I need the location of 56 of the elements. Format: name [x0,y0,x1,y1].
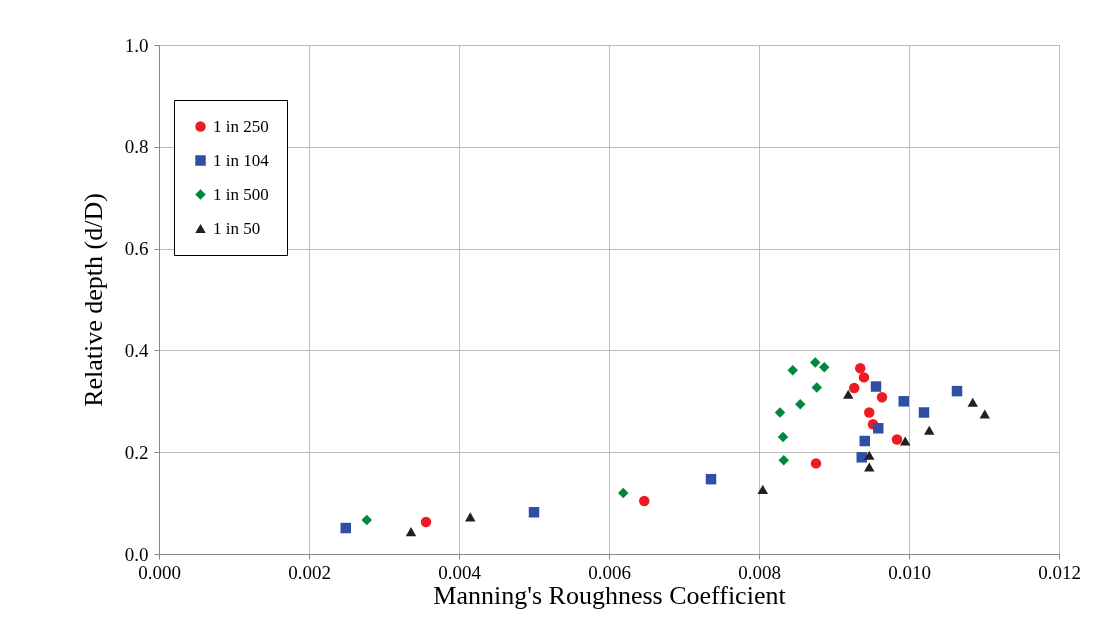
point [918,407,930,418]
x-tick-label: 0.002 [288,561,331,583]
point [864,462,875,472]
legend-label: 1 in 500 [213,184,269,204]
point [810,458,822,469]
legend-label: 1 in 50 [213,218,261,238]
point [898,396,909,407]
point [528,507,540,518]
y-tick-label: 0.4 [124,339,149,361]
point [405,527,417,537]
x-tick-label: 0.004 [438,561,482,583]
point [951,385,963,397]
x-tick-label: 0.006 [588,561,631,583]
x-tick-label: 0.010 [888,561,931,583]
point [891,434,903,445]
x-axis-title: Manning's Roughness Coefficient [433,580,787,610]
point [843,389,854,399]
point [876,391,888,403]
point [864,407,875,418]
point [924,425,935,435]
point [856,452,867,463]
point [855,362,866,374]
y-tick-label: 0.6 [124,238,149,260]
point [774,407,786,418]
legend-label: 1 in 104 [213,150,270,170]
point [858,372,870,383]
point [811,382,822,393]
point [979,409,990,419]
point [778,455,789,466]
point [795,399,806,410]
point [849,382,860,394]
x-tick-label: 0.012 [1038,561,1081,583]
point [787,365,798,376]
point [873,423,884,434]
x-tick-label: 0.008 [738,561,781,583]
point [618,487,629,499]
point [757,484,768,494]
point [705,473,717,485]
point [420,516,432,528]
y-tick-label: 0.8 [124,136,149,158]
point [465,512,476,522]
point [810,357,821,368]
point [900,436,911,446]
y-axis-title: Relative depth (d/D) [78,193,108,407]
point [777,431,789,443]
legend-label: 1 in 250 [213,116,269,136]
point [859,435,870,447]
y-tick-label: 0.2 [124,441,149,463]
point [864,450,875,460]
point [340,522,351,534]
point [870,381,882,392]
point [639,495,650,507]
y-tick-label: 1.0 [124,34,149,56]
point [361,514,372,526]
point [819,361,830,373]
point [967,397,978,407]
